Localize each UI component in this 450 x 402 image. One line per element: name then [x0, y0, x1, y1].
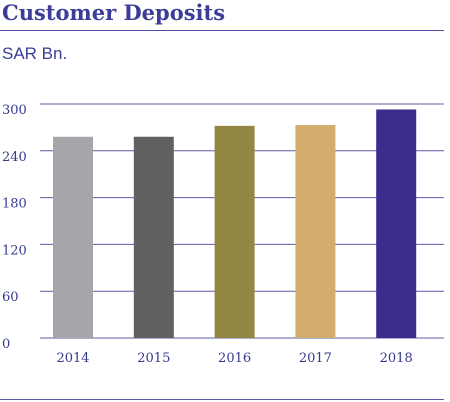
- y-tick-labels: 0 60 120 180 240 300: [2, 103, 27, 352]
- unit-label: SAR Bn.: [2, 44, 68, 63]
- bars: [53, 109, 417, 339]
- y-tick-label: 240: [2, 150, 27, 165]
- bar-2016: [214, 125, 255, 338]
- x-tick-label: 2017: [299, 351, 332, 366]
- bottom-rule: [0, 399, 444, 400]
- bar-2017: [295, 125, 336, 338]
- x-tick-label: 2016: [218, 351, 251, 366]
- bar-2015: [133, 136, 174, 338]
- bar-2018: [376, 109, 417, 339]
- x-tick-label: 2018: [380, 351, 413, 366]
- y-tick-label: 0: [2, 337, 10, 352]
- y-tick-label: 60: [2, 290, 19, 305]
- y-tick-label: 120: [2, 243, 27, 258]
- bar-2014: [53, 136, 93, 338]
- title-rule: [0, 30, 444, 31]
- x-tick-label: 2015: [137, 351, 170, 366]
- y-tick-label: 180: [2, 197, 27, 212]
- x-tick-label: 2014: [56, 351, 89, 366]
- y-tick-label: 300: [2, 103, 27, 118]
- x-tick-labels: 2014 2015 2016 2017 2018: [56, 351, 412, 366]
- chart-title: Customer Deposits: [2, 0, 226, 25]
